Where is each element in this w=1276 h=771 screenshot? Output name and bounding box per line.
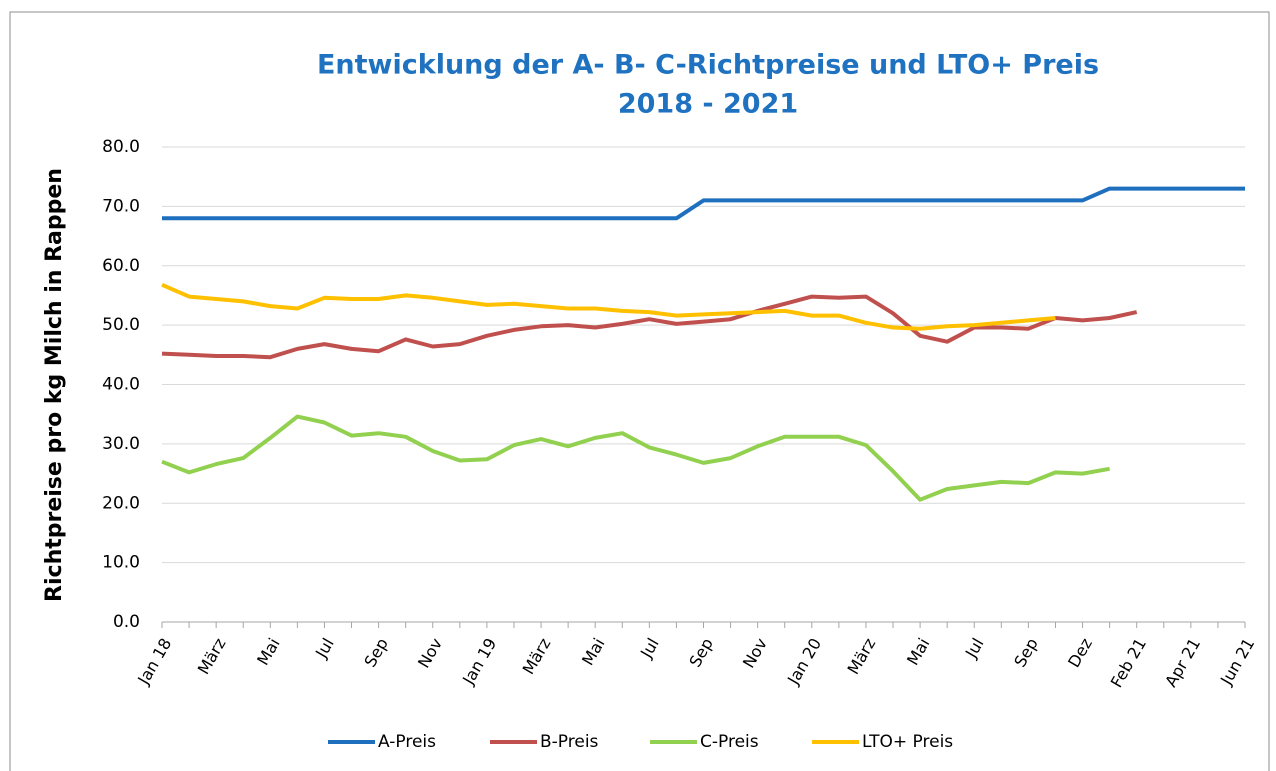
y-tick-label: 60.0 xyxy=(102,256,140,276)
legend-label: LTO+ Preis xyxy=(862,732,953,752)
chart-title: Entwicklung der A- B- C-Richtpreise und … xyxy=(317,50,1099,81)
y-tick-label: 30.0 xyxy=(102,434,140,454)
y-tick-label: 80.0 xyxy=(102,137,140,157)
series-line xyxy=(162,186,1245,221)
legend-label: A-Preis xyxy=(378,732,436,752)
y-tick-label: 40.0 xyxy=(102,375,140,395)
legend-label: B-Preis xyxy=(540,732,599,752)
series-line xyxy=(161,414,1110,502)
legend-label: C-Preis xyxy=(700,732,759,752)
series-line xyxy=(161,294,1138,360)
chart-frame xyxy=(9,11,1270,771)
series-line xyxy=(161,282,1056,331)
y-tick-label: 20.0 xyxy=(102,493,140,513)
y-tick-label: 50.0 xyxy=(102,315,140,335)
y-tick-label: 70.0 xyxy=(102,196,140,216)
y-tick-label: 10.0 xyxy=(102,553,140,573)
y-tick-label: 0.0 xyxy=(113,612,140,632)
y-axis-title: Richtpreise pro kg Milch in Rappen xyxy=(42,168,67,602)
chart-subtitle: 2018 - 2021 xyxy=(618,89,798,120)
